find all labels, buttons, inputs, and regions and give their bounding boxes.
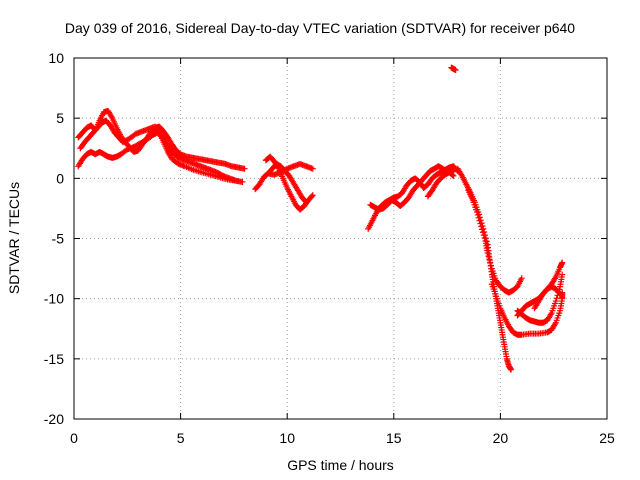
data-point-marker — [155, 128, 162, 135]
tick-layer: 0 5 10 15 20 25 10 5 0 -5 -10 -15 -20 — [44, 50, 615, 446]
data-series-segment — [448, 64, 459, 74]
data-point-marker — [449, 172, 456, 179]
data-point-marker — [552, 298, 559, 305]
grid-layer — [74, 58, 607, 419]
data-point-marker — [480, 232, 487, 239]
data-point-marker — [478, 223, 485, 230]
data-point-marker — [484, 249, 491, 256]
data-series-segment — [465, 187, 525, 296]
data-point-marker — [475, 214, 482, 221]
data-series-segment — [77, 117, 240, 184]
data-point-marker — [508, 366, 515, 373]
y-tick-label: 0 — [56, 170, 64, 186]
data-point-marker — [239, 178, 246, 185]
data-point-marker — [486, 256, 493, 263]
chart-title: Day 039 of 2016, Sidereal Day-to-day VTE… — [64, 20, 576, 36]
x-tick-label: 20 — [493, 430, 509, 446]
data-point-marker — [559, 259, 566, 266]
y-tick-label: -15 — [44, 351, 64, 367]
data-point-marker — [559, 271, 566, 278]
data-series-segment — [514, 271, 566, 326]
data-series-segment — [424, 169, 457, 200]
data-point-marker — [477, 220, 484, 227]
data-point-marker — [479, 226, 486, 233]
data-point-marker — [485, 253, 492, 260]
data-series-segment — [531, 283, 564, 312]
data-point-marker — [309, 192, 316, 199]
y-tick-label: -10 — [44, 291, 64, 307]
data-point-marker — [553, 295, 560, 302]
data-point-marker — [452, 67, 459, 74]
data-point-marker — [476, 217, 483, 224]
x-tick-label: 25 — [599, 430, 615, 446]
data-point-marker — [233, 177, 240, 184]
y-tick-label: -5 — [52, 231, 65, 247]
data-point-marker — [308, 193, 315, 200]
y-tick-label: 5 — [56, 110, 64, 126]
data-point-marker — [488, 262, 495, 269]
data-point-marker — [479, 229, 486, 236]
x-axis-label: GPS time / hours — [287, 457, 394, 473]
data-series-segment — [488, 281, 566, 338]
y-tick-label: -20 — [44, 411, 64, 427]
data-point-marker — [474, 211, 481, 218]
data-point-marker — [241, 165, 248, 172]
data-point-marker — [309, 165, 316, 172]
data-series-segment — [262, 153, 316, 213]
plot-frame — [73, 57, 608, 420]
x-tick-label: 10 — [279, 430, 295, 446]
y-tick-label: 10 — [48, 50, 64, 66]
data-point-marker — [473, 209, 480, 216]
x-tick-label: 0 — [70, 430, 78, 446]
data-point-marker — [481, 235, 488, 242]
points-layer — [75, 64, 566, 373]
data-point-marker — [556, 289, 563, 296]
data-point-marker — [487, 259, 494, 266]
data-point-marker — [518, 275, 525, 282]
data-point-marker — [450, 172, 457, 179]
x-tick-label: 5 — [177, 430, 185, 446]
data-series-segment — [265, 160, 316, 178]
data-series-segment — [454, 165, 515, 373]
x-tick-label: 15 — [386, 430, 402, 446]
data-point-marker — [557, 290, 564, 297]
